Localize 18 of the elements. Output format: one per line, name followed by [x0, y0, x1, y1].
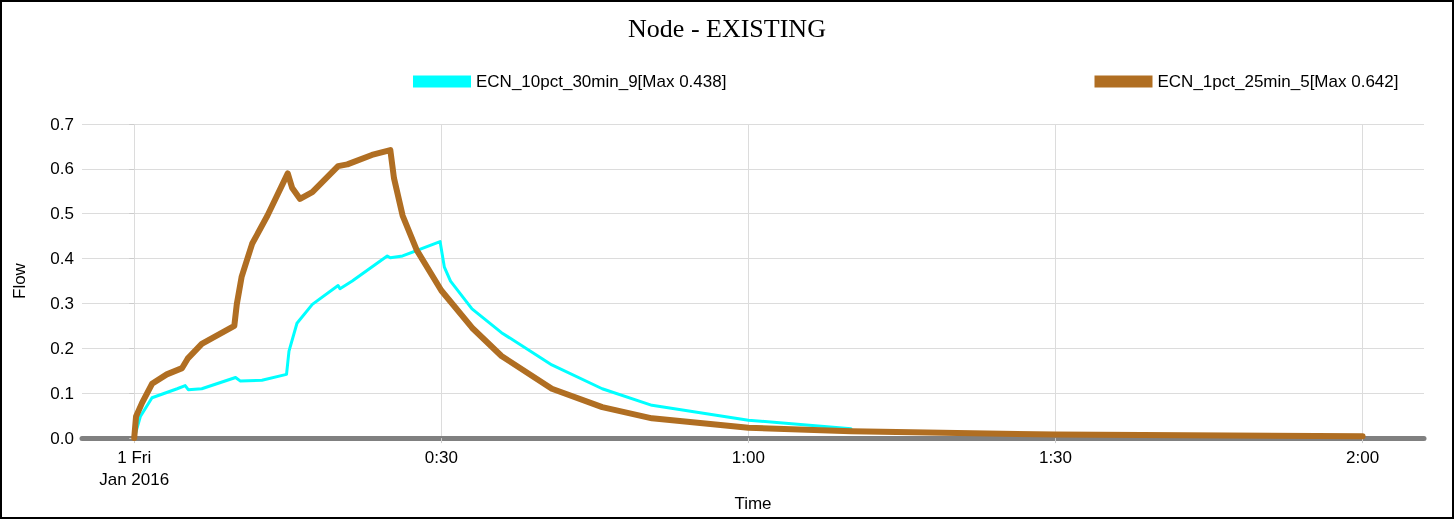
- y-tick-label: 0.3: [50, 293, 74, 313]
- legend-label: ECN_10pct_30min_9[Max 0.438]: [476, 72, 727, 91]
- y-axis-title: Flow: [10, 262, 29, 299]
- y-tick-label: 0.6: [50, 159, 74, 179]
- y-tick-label: 0.2: [50, 338, 74, 358]
- x-axis-title: Time: [734, 494, 772, 513]
- x-tick-label: 0:30: [424, 447, 458, 467]
- x-tick-label: 1:00: [731, 447, 765, 467]
- y-tick-label: 0.0: [50, 428, 74, 448]
- x-tick-label: 1 Fri Jan 2016: [99, 447, 170, 489]
- legend-label: ECN_1pct_25min_5[Max 0.642]: [1157, 72, 1399, 91]
- x-tick-label: 1:30: [1038, 447, 1073, 467]
- y-tick-label: 0.5: [50, 204, 74, 224]
- y-tick-label: 0.7: [50, 114, 74, 134]
- y-tick-label: 0.4: [50, 249, 74, 269]
- x-tick-label: 2:00: [1346, 447, 1380, 467]
- y-tick-label: 0.1: [50, 383, 74, 403]
- chart-title: Node - EXISTING: [628, 13, 826, 43]
